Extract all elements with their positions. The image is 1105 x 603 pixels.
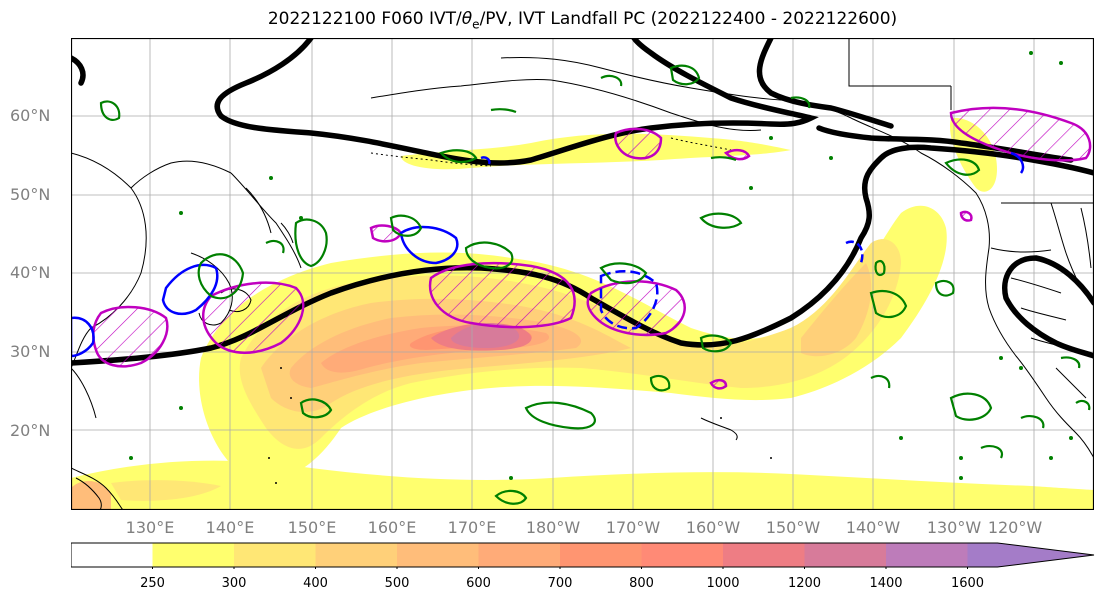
colorbar-bin [152,543,234,567]
lon-label-180w: 180°W [525,518,581,537]
lon-label-160e: 160°E [367,518,417,537]
colorbar-tick-label: 1600 [950,576,985,591]
lat-label-40n: 40°N [10,263,51,282]
colorbar-bin [560,543,642,567]
lon-label-140w: 140°W [845,518,901,537]
colorbar-tick-label: 1200 [787,576,822,591]
colorbar-tick-label: 300 [221,576,247,591]
colorbar-tick-label: 1400 [869,576,903,591]
island-dots [268,367,772,484]
colorbar-bin [804,543,886,567]
lon-label-130e: 130°E [125,518,175,537]
colorbar-bin [641,543,723,567]
ivt-south-b [111,480,221,501]
lon-label-170e: 170°E [447,518,497,537]
ivt-1200 [451,323,520,348]
pc-positive-contours [92,106,1092,390]
pc-negative-contours [71,151,1025,358]
colorbar [71,542,1095,569]
colorbar-bin [886,543,968,567]
colorbar-tick-label: 250 [140,576,165,591]
lon-label-170w: 170°W [605,518,661,537]
colorbar-tick-label: 1000 [706,576,740,591]
lon-label-150e: 150°E [287,518,337,537]
ivt-south [71,460,1094,510]
colorbar-bin [234,543,316,567]
lat-label-60n: 60°N [10,106,51,125]
pv-contours [99,64,1091,505]
ivt-400b [801,263,872,357]
colorbar-tick-label: 400 [303,576,328,591]
lon-label-140e: 140°E [205,518,255,537]
lon-label-120w: 120°W [987,518,1043,537]
lat-label-20n: 20°N [10,421,51,440]
lat-label-50n: 50°N [10,185,51,204]
lon-label-130w: 130°W [926,518,982,537]
lat-label-30n: 30°N [10,342,51,361]
colorbar-bin [397,543,479,567]
lon-label-160w: 160°W [685,518,741,537]
lon-label-150w: 150°W [765,518,821,537]
colorbar-tick-label: 500 [384,576,410,591]
colorbar-bin [71,543,153,567]
pv-small-features [129,51,1073,480]
colorbar-bin [315,543,397,567]
colorbar-bin [478,543,560,567]
figure-title: 2022122100 F060 IVT/θe/PV, IVT Landfall … [267,9,898,32]
colorbar-tick-label: 700 [547,576,573,591]
colorbar-extend-arrow [967,543,1094,567]
colorbar-bin [723,543,805,567]
colorbar-tick-label: 600 [466,576,491,591]
map-panel [71,38,1094,510]
colorbar-tick-label: 800 [629,576,654,591]
